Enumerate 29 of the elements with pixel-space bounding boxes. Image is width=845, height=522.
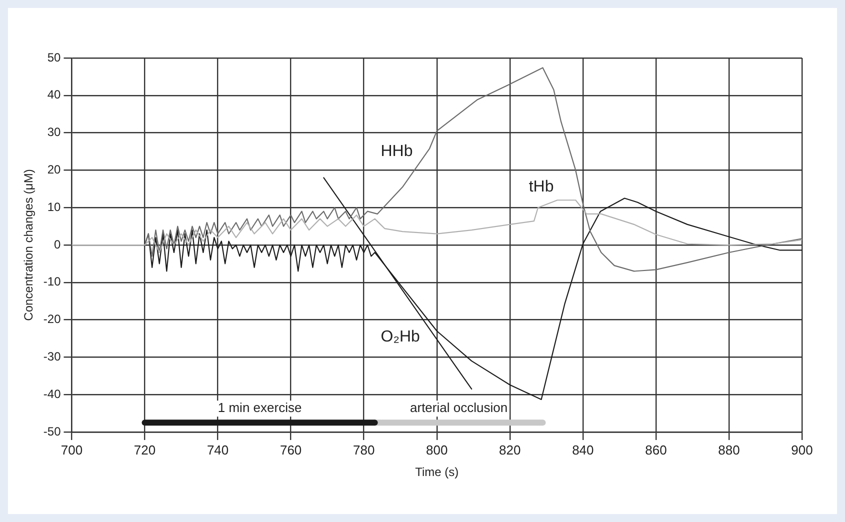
y-tick-label: 0: [54, 237, 62, 252]
x-tick-label: 880: [718, 442, 740, 458]
x-tick-label: 840: [572, 442, 594, 458]
series-label: O₂Hb: [380, 328, 420, 346]
x-tick-label: 900: [791, 442, 813, 458]
y-tick-label: -50: [43, 424, 62, 438]
series-label: tHb: [528, 178, 554, 196]
x-tick-label: 800: [426, 442, 448, 458]
y-tick-label: 40: [47, 88, 62, 102]
y-tick-label: 10: [47, 200, 62, 214]
y-tick-label: -20: [43, 312, 62, 326]
x-tick-label: 780: [352, 442, 375, 458]
series-label: HHb: [380, 142, 413, 160]
y-axis-title: Concentration changes (μM): [22, 169, 36, 321]
x-tick-label: 820: [499, 442, 521, 458]
series-label: 1 min exercise: [218, 400, 302, 416]
y-tick-label: 30: [47, 125, 62, 140]
y-tick-label: -10: [43, 274, 62, 289]
y-tick-label: -30: [43, 350, 62, 364]
y-tick-label: 20: [47, 162, 62, 177]
x-tick-label: 720: [134, 442, 156, 458]
series-label: arterial occlusion: [410, 400, 508, 416]
x-axis-title: Time (s): [415, 465, 459, 480]
x-tick-label: 760: [280, 442, 302, 458]
y-tick-label: 50: [47, 50, 62, 64]
x-tick-label: 860: [645, 442, 667, 458]
x-tick-label: 700: [60, 442, 83, 458]
x-tick-label: 740: [206, 442, 229, 458]
y-tick-label: -40: [43, 386, 62, 401]
